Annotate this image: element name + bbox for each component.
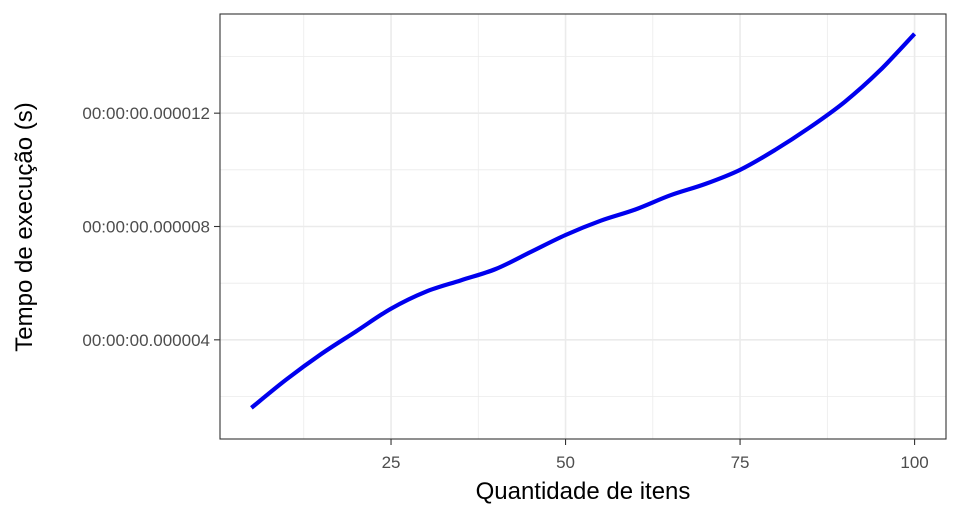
x-axis-title: Quantidade de itens — [476, 478, 691, 505]
x-tick-label: 50 — [556, 453, 575, 472]
x-tick-label: 100 — [900, 453, 928, 472]
x-axis: 25 50 75 100 — [382, 439, 929, 472]
x-tick-label: 25 — [382, 453, 401, 472]
series-layer — [250, 32, 917, 410]
x-tick-label: 75 — [731, 453, 750, 472]
y-axis-title: Tempo de execução (s) — [11, 102, 38, 351]
y-axis: 00:00:00.000004 00:00:00.000008 00:00:00.0… — [82, 104, 220, 350]
series-line — [250, 32, 917, 410]
y-tick-label: 00:00:00.000012 — [82, 104, 210, 123]
y-tick-label: 00:00:00.000008 — [82, 218, 210, 237]
y-tick-label: 00:00:00.000004 — [82, 331, 210, 350]
